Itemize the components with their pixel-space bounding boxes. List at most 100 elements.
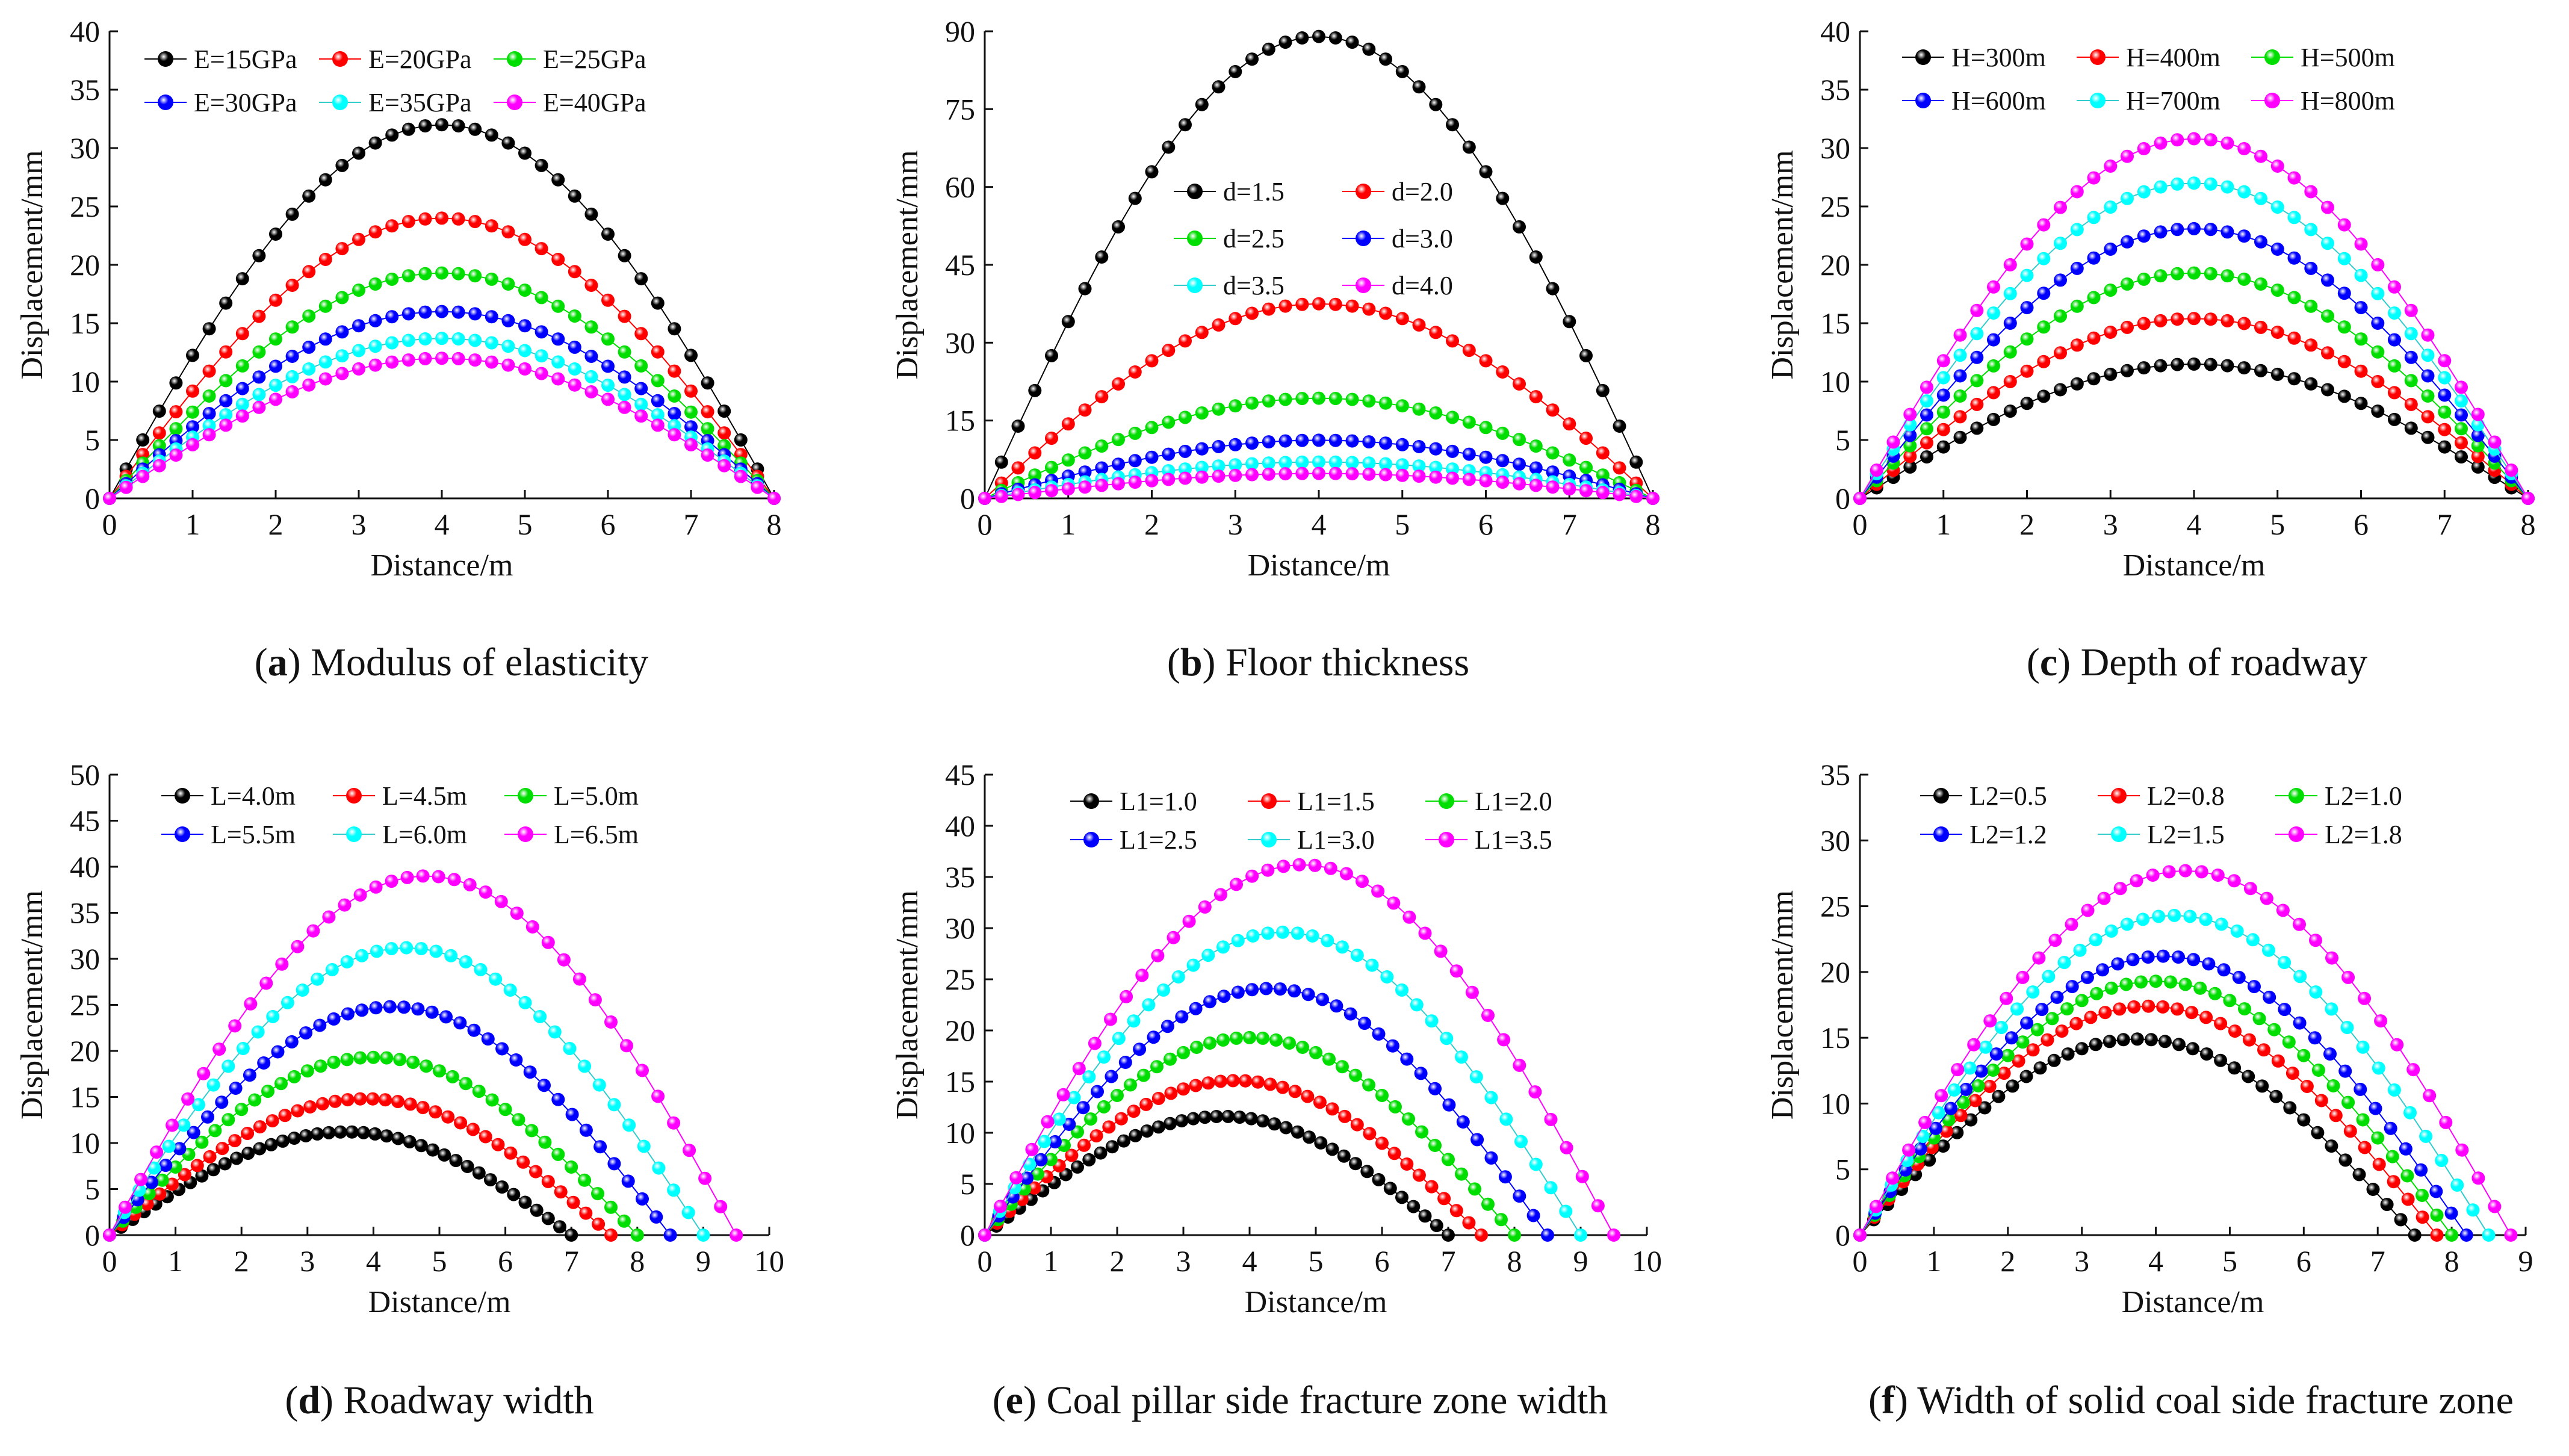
panel-caption: (a) Modulus of elasticity [255, 640, 648, 684]
data-point [269, 332, 282, 346]
data-point [730, 1228, 743, 1242]
data-point [620, 1039, 633, 1053]
data-point [485, 219, 498, 233]
data-point [2254, 277, 2267, 291]
data-point [1886, 435, 1900, 449]
legend-item: L2=1.2 [1920, 820, 2047, 849]
y-tick-label: 10 [70, 1126, 100, 1160]
data-point [1216, 1033, 1230, 1047]
data-point [2204, 133, 2217, 147]
data-point [2287, 372, 2301, 386]
data-point [2126, 953, 2140, 967]
y-tick-label: 10 [1820, 1086, 1850, 1120]
data-point [1440, 1032, 1454, 1046]
data-point [2471, 1171, 2485, 1185]
data-point [1195, 326, 1209, 339]
data-point [2042, 970, 2056, 984]
data-point [1526, 1209, 1540, 1222]
data-point [1563, 417, 1576, 431]
legend-label: d=3.0 [1392, 224, 1453, 253]
data-point [2136, 912, 2150, 926]
data-point [2237, 272, 2251, 286]
data-point [1939, 1124, 1953, 1138]
data-point [1324, 861, 1337, 875]
data-point [2228, 1061, 2242, 1075]
data-point [429, 1105, 442, 1119]
y-tick-label: 0 [960, 1218, 975, 1252]
data-point [1935, 1089, 1948, 1103]
data-point [584, 320, 598, 334]
data-point [353, 888, 367, 902]
data-point [328, 1094, 342, 1108]
data-point [2325, 1139, 2338, 1153]
y-tick-label: 40 [945, 809, 975, 843]
data-point [529, 1165, 542, 1179]
data-point [1312, 433, 1325, 447]
data-point [651, 374, 665, 388]
series-f-1 [1853, 1032, 2422, 1242]
data-point [2026, 985, 2040, 999]
data-point [274, 1077, 288, 1091]
y-tick-label: 45 [945, 248, 975, 282]
data-point [2455, 380, 2468, 394]
legend-label: L=6.5m [554, 820, 639, 849]
data-point [1968, 1094, 1982, 1107]
x-tick-label: 10 [1632, 1244, 1662, 1278]
data-point [485, 1093, 499, 1107]
data-point [2075, 994, 2089, 1008]
data-point [353, 1051, 367, 1065]
data-point [1936, 440, 1950, 454]
data-point [1151, 1092, 1165, 1105]
data-point [485, 272, 498, 286]
data-point [1987, 333, 2000, 347]
data-point [1177, 1082, 1190, 1096]
data-point [668, 389, 681, 403]
data-point [2394, 1213, 2408, 1227]
data-point [2238, 1002, 2251, 1016]
x-tick-label: 8 [2521, 507, 2536, 541]
data-point [651, 408, 665, 422]
data-point [1560, 1141, 1573, 1154]
data-point [235, 409, 249, 423]
data-point [235, 272, 249, 286]
data-point [2187, 266, 2201, 280]
data-point [1579, 484, 1593, 498]
x-tick-label: 4 [2187, 507, 2202, 541]
data-point [1031, 1167, 1044, 1181]
data-point [504, 1146, 518, 1160]
data-point [459, 1077, 473, 1091]
data-point [1434, 944, 1448, 958]
legend-item: L=6.0m [333, 820, 467, 849]
data-point [2338, 1064, 2352, 1078]
data-point [551, 173, 565, 187]
legend-item: L2=1.8 [2275, 820, 2402, 849]
data-point [1508, 1228, 1521, 1242]
data-point [219, 345, 233, 359]
data-point [1496, 476, 1510, 489]
y-tick-label: 45 [70, 804, 100, 838]
data-point [1971, 1079, 1985, 1092]
data-point [435, 305, 448, 318]
data-point [2069, 1017, 2083, 1030]
data-point [178, 1168, 191, 1182]
data-point [420, 1059, 433, 1073]
data-point [291, 940, 305, 953]
data-point [2341, 970, 2355, 984]
data-point [2137, 361, 2151, 375]
y-tick-label: 0 [85, 482, 100, 515]
legend-marker [1187, 231, 1203, 246]
data-point [1479, 474, 1493, 488]
data-point [235, 382, 249, 395]
data-point [119, 1200, 132, 1214]
data-point [418, 352, 432, 365]
data-point [1212, 402, 1226, 416]
data-point [203, 1150, 217, 1163]
data-point [1389, 1100, 1402, 1114]
y-axis-title: Displacement/mm [15, 150, 49, 379]
data-point [2293, 1016, 2307, 1030]
x-tick-label: 6 [1375, 1244, 1390, 1278]
data-point [202, 364, 216, 378]
x-tick-label: 8 [1507, 1244, 1522, 1278]
data-point [2285, 1067, 2299, 1080]
legend-item: H=600m [1902, 86, 2046, 116]
